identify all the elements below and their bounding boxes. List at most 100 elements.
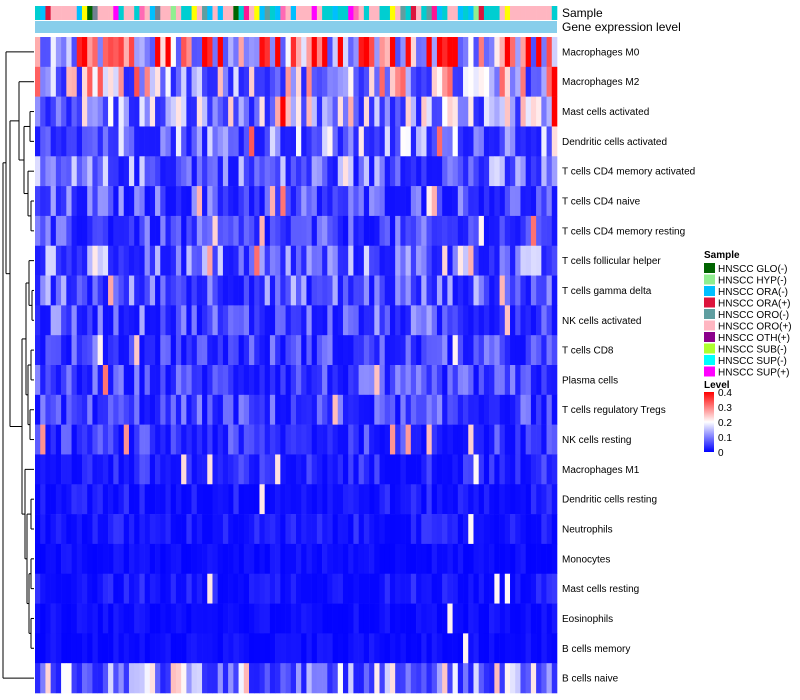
heatmap-cell: [128, 186, 135, 217]
heatmap-cell: [337, 573, 344, 604]
heatmap-cell: [327, 335, 333, 366]
heatmap-cell: [416, 335, 422, 366]
heatmap-cell: [243, 37, 250, 68]
heatmap-cell: [494, 66, 500, 97]
heatmap-cell: [447, 603, 453, 634]
heatmap-cell: [45, 484, 51, 515]
heatmap-cell: [436, 484, 443, 515]
heatmap-cell: [76, 275, 83, 306]
heatmap-cell: [191, 66, 198, 97]
sample-annotation-cell: [217, 6, 224, 20]
heatmap-cell: [87, 603, 93, 634]
heatmap-cell: [264, 365, 271, 396]
heatmap-cell: [128, 156, 135, 187]
heatmap-cell: [186, 126, 192, 157]
heatmap-cell: [473, 215, 479, 247]
heatmap-cell: [332, 275, 339, 306]
sample-annotation-cell: [139, 6, 145, 20]
heatmap-cell: [92, 365, 98, 396]
heatmap-cell: [525, 454, 532, 485]
heatmap-cell: [494, 514, 500, 545]
sample-annotation-cell: [416, 6, 422, 20]
heatmap-cell: [134, 66, 140, 97]
heatmap-cell: [149, 245, 156, 276]
heatmap-cell: [35, 126, 41, 157]
heatmap-cell: [468, 424, 474, 455]
sample-annotation-cell: [102, 6, 109, 20]
heatmap-cell: [426, 96, 433, 127]
heatmap-cell: [489, 484, 495, 515]
heatmap-cell: [499, 394, 506, 425]
heatmap-cell: [389, 245, 396, 276]
heatmap-cell: [447, 543, 453, 575]
heatmap-cell: [102, 215, 109, 247]
heatmap-cell: [118, 335, 125, 366]
heatmap-cell: [35, 305, 41, 336]
heatmap-cell: [134, 37, 140, 68]
heatmap-cell: [196, 335, 203, 366]
heatmap-cell: [165, 215, 172, 247]
heatmap-cell: [358, 633, 365, 664]
heatmap-cell: [473, 275, 479, 306]
heatmap-cell: [71, 514, 78, 545]
heatmap-cell: [243, 305, 250, 336]
heatmap-cell: [160, 514, 166, 545]
heatmap-cell: [478, 573, 485, 604]
heatmap-cell: [87, 126, 93, 157]
heatmap-cell: [520, 663, 526, 694]
heatmap-cell: [525, 633, 532, 664]
heatmap-cell: [442, 156, 448, 187]
heatmap-cell: [243, 484, 250, 515]
heatmap-cell: [337, 543, 344, 575]
heatmap-cell: [108, 543, 114, 575]
heatmap-cell: [35, 245, 41, 276]
heatmap-cell: [71, 543, 78, 575]
heatmap-cell: [348, 394, 354, 425]
heatmap-cell: [108, 514, 114, 545]
heatmap-cell: [541, 424, 547, 455]
heatmap-cell: [322, 66, 328, 97]
heatmap-cell: [316, 37, 323, 68]
heatmap-cell: [447, 573, 453, 604]
heatmap-cell: [363, 454, 370, 485]
row-label: Eosinophils: [562, 614, 613, 625]
heatmap-cell: [369, 156, 375, 187]
heatmap-cell: [175, 365, 182, 396]
heatmap-cell: [551, 186, 558, 217]
heatmap-cell: [436, 394, 443, 425]
heatmap-cell: [264, 633, 271, 664]
heatmap-cell: [421, 126, 427, 157]
heatmap-cell: [207, 424, 213, 455]
heatmap-cell: [327, 305, 333, 336]
heatmap-cell: [97, 126, 104, 157]
heatmap-cell: [66, 126, 72, 157]
sample-annotation-cell: [327, 6, 333, 20]
heatmap-cell: [76, 215, 83, 247]
heatmap-cell: [87, 573, 93, 604]
heatmap-cell: [254, 245, 260, 276]
heatmap-cell: [280, 543, 286, 575]
heatmap-cell: [175, 275, 182, 306]
heatmap-cell: [452, 215, 459, 247]
heatmap-cell: [123, 454, 130, 485]
heatmap-cell: [87, 275, 93, 306]
heatmap-cell: [463, 543, 469, 575]
heatmap-cell: [228, 573, 234, 604]
heatmap-cell: [296, 37, 302, 68]
heatmap-cell: [264, 215, 271, 247]
heatmap-cell: [76, 514, 83, 545]
heatmap-cell: [499, 543, 506, 575]
heatmap-cell: [468, 454, 474, 485]
heatmap-cell: [395, 245, 401, 276]
heatmap-cell: [259, 365, 265, 396]
heatmap-cell: [144, 514, 151, 545]
heatmap-cell: [217, 514, 224, 545]
legend-level-tick: 0.1: [718, 433, 732, 444]
legend-sample-title: Sample: [704, 250, 740, 261]
heatmap-cell: [186, 424, 192, 455]
heatmap-cell: [400, 186, 406, 217]
heatmap-cell: [123, 305, 130, 336]
heatmap-cell: [243, 663, 250, 694]
heatmap-cell: [483, 454, 490, 485]
heatmap-cell: [249, 275, 255, 306]
